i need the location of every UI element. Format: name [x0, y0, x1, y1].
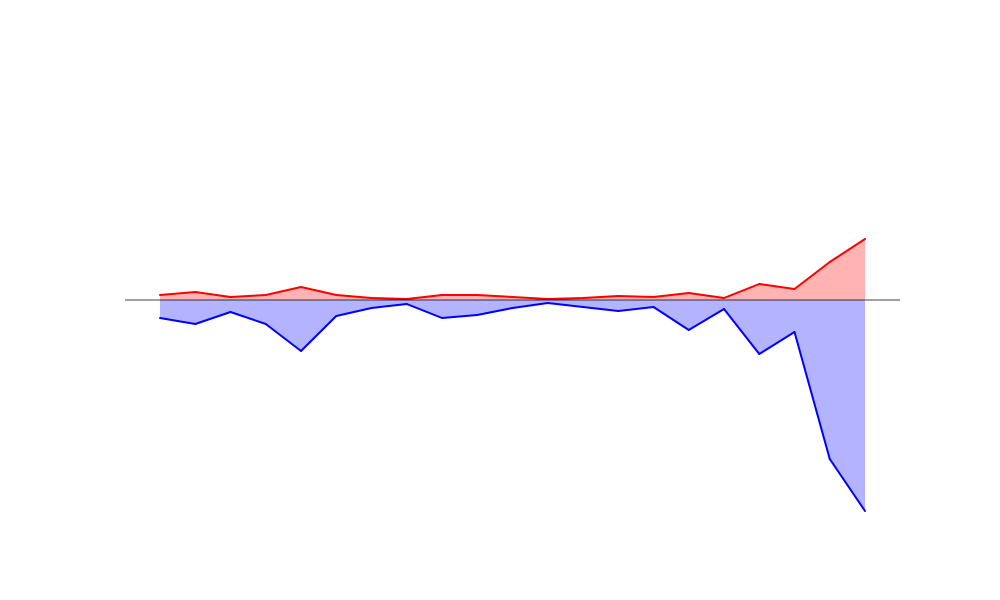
series-1-area	[160, 300, 865, 511]
series-1-point-6	[370, 307, 373, 309]
series-0-point-16	[723, 297, 725, 299]
series-0-point-13	[617, 295, 620, 297]
series-1-point-15	[687, 329, 690, 331]
series-0-point-15	[687, 292, 690, 294]
series-1-point-20	[864, 510, 866, 512]
series-1-point-16	[723, 308, 725, 310]
series-1-point-14	[652, 306, 655, 308]
series-1-point-11	[546, 302, 549, 304]
series-0-point-9	[476, 294, 479, 296]
series-0-point-8	[441, 294, 443, 296]
series-1-point-17	[758, 353, 761, 355]
series-1-point-8	[441, 317, 443, 319]
series-layer	[159, 238, 866, 512]
series-1-point-19	[828, 458, 831, 460]
series-1-point-7	[405, 303, 408, 305]
series-1-point-9	[476, 314, 479, 316]
series-0-point-2	[229, 296, 232, 298]
series-0-point-18	[793, 288, 796, 290]
series-1-point-18	[793, 331, 796, 333]
series-0-area	[160, 239, 865, 300]
series-0-point-12	[582, 297, 584, 299]
series-1-point-0	[159, 317, 161, 319]
series-0-point-3	[264, 294, 267, 296]
series-1-point-10	[511, 307, 514, 309]
series-0-point-4	[300, 286, 302, 288]
series-1-point-5	[335, 315, 338, 317]
series-1-point-4	[300, 350, 302, 352]
series-0-point-5	[335, 294, 338, 296]
series-0-point-19	[828, 261, 831, 263]
series-1-point-2	[229, 311, 232, 313]
series-0-point-20	[864, 238, 866, 240]
series-0-point-11	[546, 298, 549, 300]
series-1-point-13	[617, 310, 620, 312]
series-0-point-1	[194, 291, 197, 293]
series-0-point-10	[511, 296, 514, 298]
series-1-point-12	[582, 306, 584, 308]
series-1-point-3	[264, 323, 267, 325]
series-0-point-6	[370, 297, 373, 299]
series-0-point-7	[405, 298, 408, 300]
series-0-point-0	[159, 294, 161, 296]
series-0-point-17	[758, 283, 761, 285]
series-0-point-14	[652, 296, 655, 298]
series-1-point-1	[194, 323, 197, 325]
